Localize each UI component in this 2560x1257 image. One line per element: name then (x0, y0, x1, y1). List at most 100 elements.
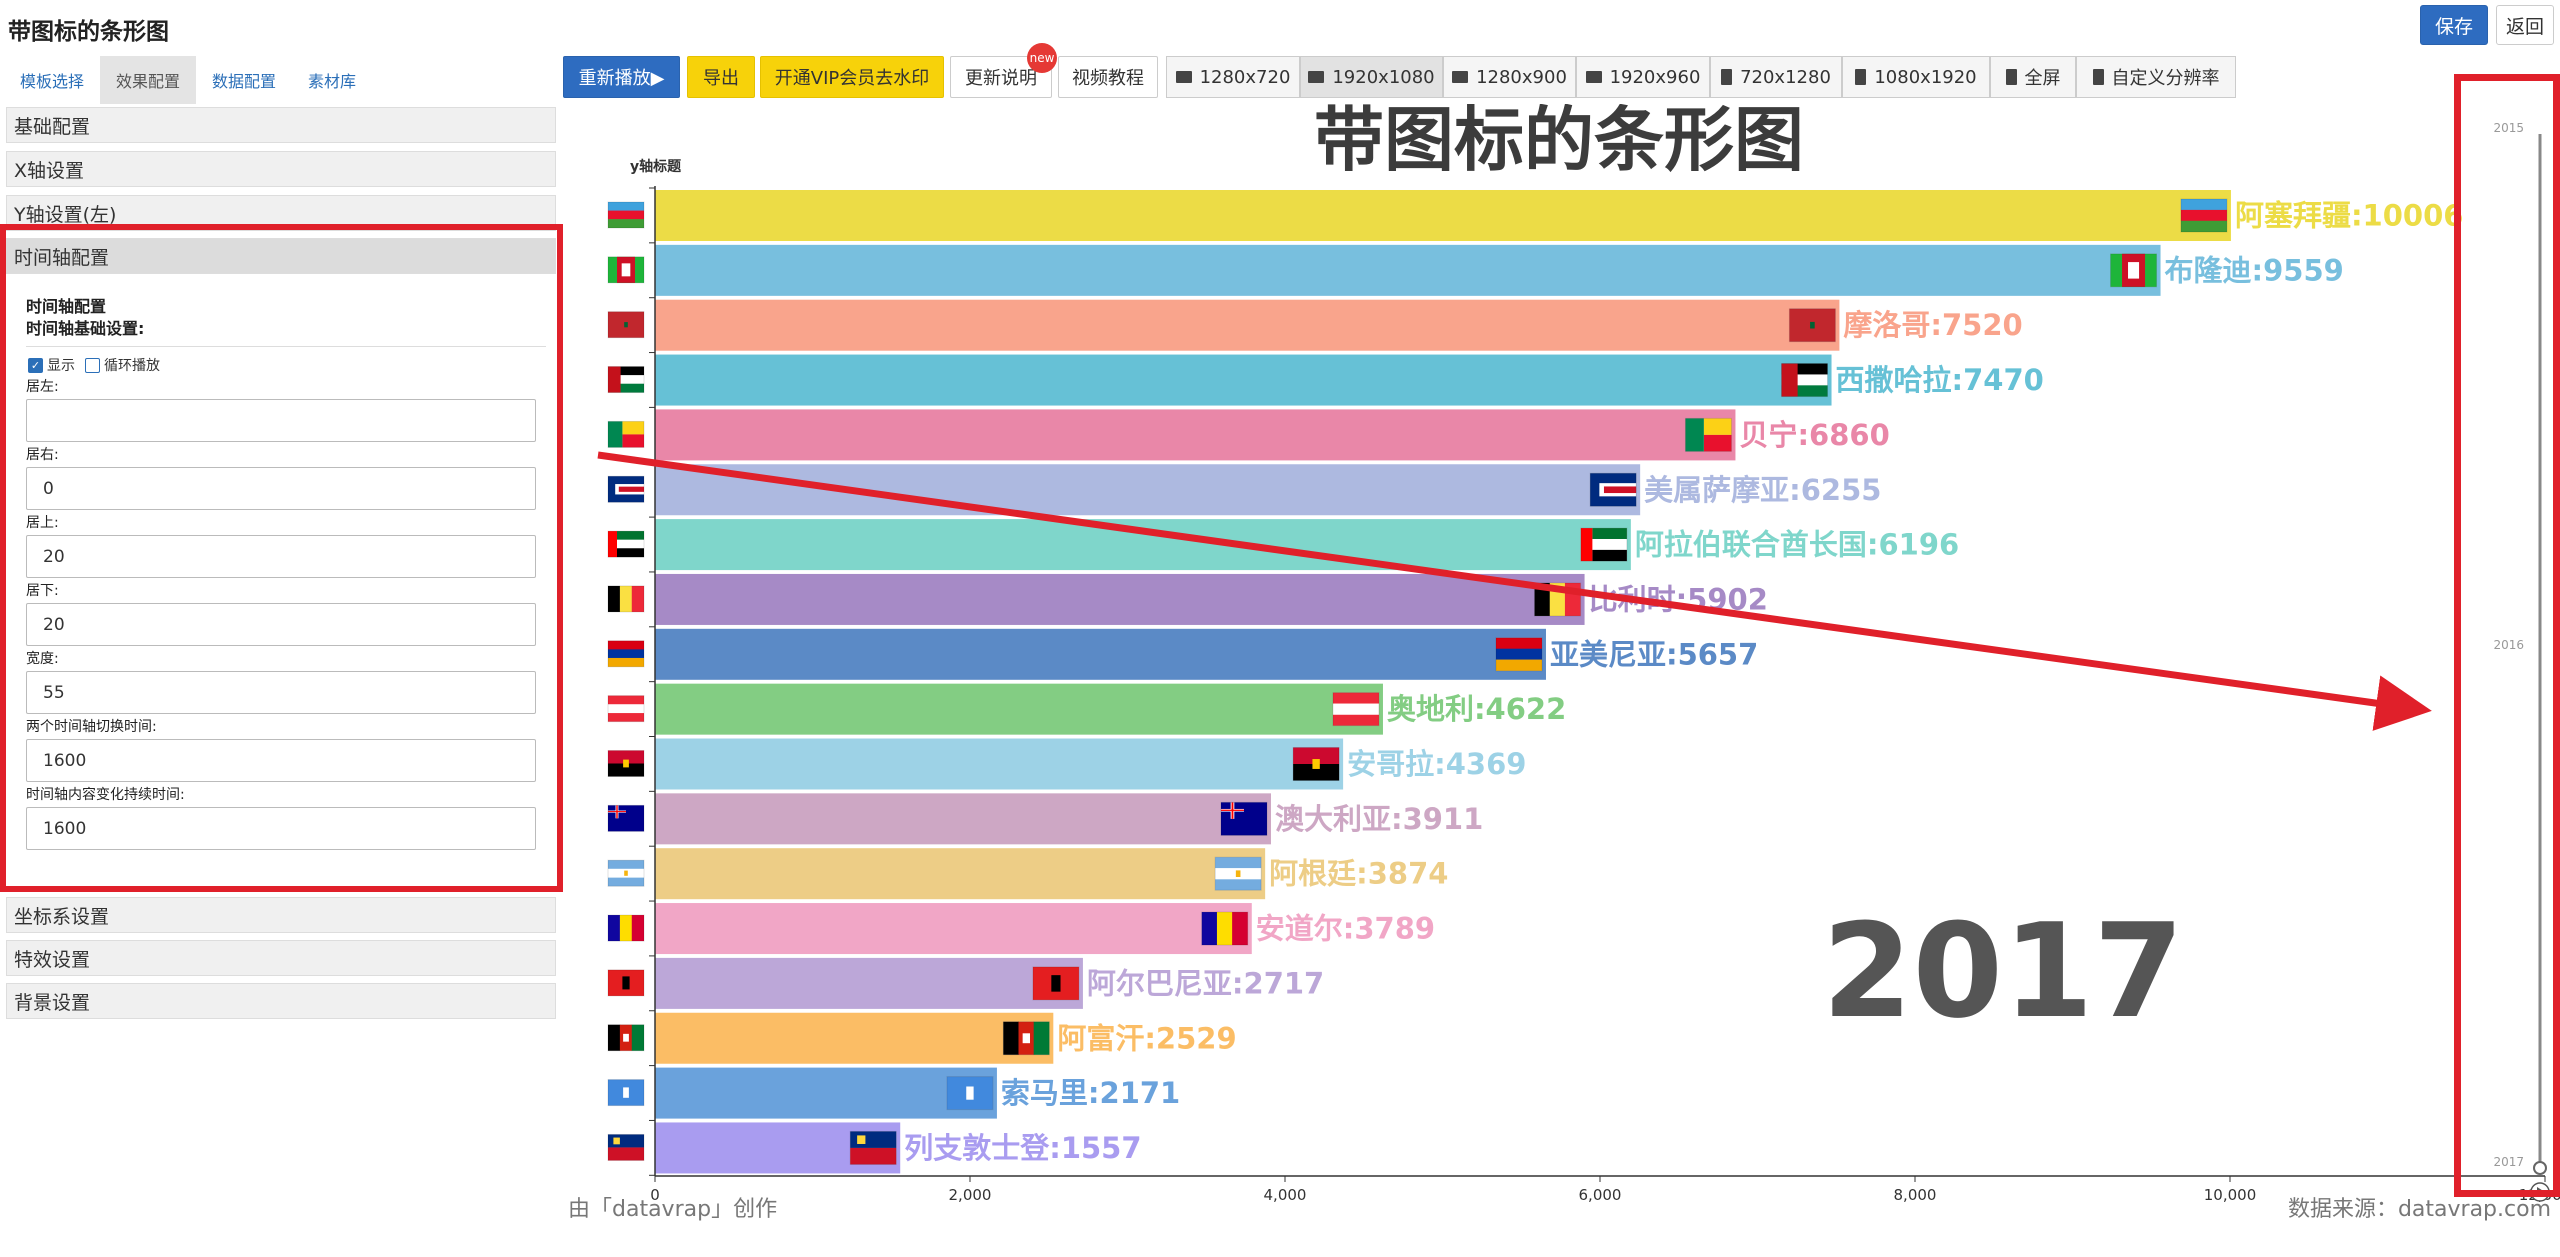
resolution-720x1280[interactable]: 720x1280 (1710, 56, 1842, 98)
resolution-label: 1920x960 (1609, 66, 1701, 88)
axis-flag-icon (607, 201, 645, 229)
bar (655, 738, 1344, 790)
export-button[interactable]: 导出 (687, 56, 755, 98)
accordion-x-axis[interactable]: X轴设置 (6, 151, 556, 187)
tab-assets[interactable]: 素材库 (308, 72, 357, 91)
axis-flag-icon (607, 420, 645, 448)
accordion-timeline[interactable]: 时间轴配置 (6, 238, 556, 274)
bar-chart: 带图标的条形图 y轴标题 2017 阿塞拜疆:10006 布隆迪:9559 摩洛哥:… (568, 104, 2560, 1222)
accordion-y-axis-left[interactable]: Y轴设置(左) (6, 195, 556, 231)
bar-row: 阿富汗:2529 (607, 1012, 1237, 1064)
resolution-1920x1080[interactable]: 1920x1080 (1300, 56, 1443, 98)
timeline-year-label[interactable]: 2016 (2493, 638, 2524, 652)
field-duration-label: 时间轴内容变化持续时间: (26, 787, 185, 803)
field-width: 宽度: 55 (14, 649, 536, 717)
bar-flag-icon (1684, 417, 1732, 452)
resolution-1280x900[interactable]: 1280x900 (1443, 56, 1576, 98)
chart-area: 带图标的条形图 y轴标题 2017 阿塞拜疆:10006 布隆迪:9559 摩洛哥:… (563, 104, 2560, 1257)
bar-value-label: 西撒哈拉:7470 (1836, 363, 2044, 397)
axis-flag-icon (607, 1133, 645, 1161)
field-right-input[interactable]: 0 (26, 467, 536, 510)
accordion-background[interactable]: 背景设置 (6, 983, 556, 1019)
footer-source: 数据来源：datavrap.com (2288, 1197, 2551, 1222)
bar-value-label: 安哥拉:4369 (1347, 747, 1526, 781)
timeline-year-label[interactable]: 2015 (2493, 121, 2524, 135)
field-left-input[interactable] (26, 399, 536, 442)
field-switch-time-input[interactable]: 1600 (26, 739, 536, 782)
field-top-input[interactable]: 20 (26, 535, 536, 578)
year-label: 2017 (1822, 895, 2184, 1047)
phone-icon (1855, 69, 1867, 85)
accordion-coordinate[interactable]: 坐标系设置 (6, 897, 556, 933)
tab-data[interactable]: 数据配置 (212, 72, 277, 91)
loop-checkbox[interactable] (85, 357, 100, 373)
custom-resolution-button[interactable]: 自定义分辨率 (2076, 56, 2236, 98)
bar-row: 安哥拉:4369 (607, 738, 1526, 790)
app-title: 带图标的条形图 (8, 19, 169, 45)
bar-flag-icon (1580, 527, 1628, 562)
bar-value-label: 阿富汗:2529 (1057, 1021, 1236, 1055)
resolution-1080x1920[interactable]: 1080x1920 (1842, 56, 1990, 98)
show-label: 显示 (47, 358, 75, 374)
axis-flag-icon (607, 530, 645, 558)
changelog-button[interactable]: 更新说明 new (950, 43, 1057, 98)
x-tick-label: 0 (650, 1186, 660, 1204)
bar (655, 244, 2161, 296)
field-width-input[interactable]: 55 (26, 671, 536, 714)
bar-value-label: 索马里:2171 (1001, 1076, 1180, 1110)
bar-row: 列支敦士登:1557 (607, 1122, 1142, 1174)
bar-value-label: 安道尔:3789 (1256, 912, 1435, 946)
resolution-1280x720[interactable]: 1280x720 (1166, 56, 1300, 98)
chart-title: 带图标的条形图 (1314, 104, 1804, 181)
fullscreen-button[interactable]: 全屏 (1990, 56, 2076, 98)
resolution-1920x960[interactable]: 1920x960 (1576, 56, 1710, 98)
accordion-effects[interactable]: 特效设置 (6, 940, 556, 976)
axis-flag-icon (607, 804, 645, 832)
bar-value-label: 布隆迪:9559 (2165, 253, 2344, 287)
tutorial-button[interactable]: 视频教程 (1058, 56, 1158, 98)
bar-flag-icon (1220, 801, 1268, 836)
show-checkbox[interactable]: ✓ (28, 357, 43, 373)
bar-flag-icon (1332, 692, 1380, 727)
timeline-handle[interactable] (2533, 1161, 2547, 1175)
field-bottom-input[interactable]: 20 (26, 603, 536, 646)
timeline: 2015 2016 2017 (2493, 121, 2550, 1202)
bar (655, 464, 1641, 516)
x-tick-label: 4,000 (1264, 1186, 1307, 1204)
bar-row: 澳大利亚:3911 (607, 793, 1483, 845)
accordion-basic[interactable]: 基础配置 (6, 107, 556, 143)
tab-template[interactable]: 模板选择 (20, 72, 85, 91)
bar (655, 409, 1736, 461)
bar (655, 519, 1631, 571)
bar-row: 阿塞拜疆:10006 (607, 190, 2464, 241)
bar-flag-icon (946, 1076, 994, 1111)
bar-value-label: 列支敦士登:1557 (904, 1131, 1141, 1165)
back-button[interactable]: 返回 (2496, 5, 2554, 45)
x-tick-label: 8,000 (1894, 1186, 1937, 1204)
timeline-year-label[interactable]: 2017 (2493, 1155, 2524, 1169)
axis-flag-icon (607, 695, 645, 723)
bar-row: 比利时:5902 (607, 573, 1768, 625)
bar-flag-icon (849, 1130, 897, 1165)
bar (655, 1012, 1054, 1064)
replay-button[interactable]: 重新播放▶ (563, 56, 680, 98)
field-duration: 时间轴内容变化持续时间: 1600 (14, 785, 536, 853)
bar-value-label: 澳大利亚:3911 (1275, 802, 1483, 836)
bar-flag-icon (1788, 308, 1836, 343)
save-button[interactable]: 保存 (2420, 5, 2488, 45)
bar-row: 贝宁:6860 (607, 409, 1890, 461)
y-axis-title: y轴标题 (630, 158, 682, 175)
axis-flag-icon (607, 366, 645, 394)
bar-value-label: 摩洛哥:7520 (1843, 308, 2022, 342)
resolution-label: 1280x720 (1199, 66, 1291, 88)
vip-button[interactable]: 开通VIP会员去水印 (760, 56, 944, 98)
bar-value-label: 贝宁:6860 (1739, 418, 1889, 452)
x-tick-label: 6,000 (1579, 1186, 1622, 1204)
resolution-label: 自定义分辨率 (2111, 68, 2220, 89)
tab-effects[interactable]: 效果配置 (100, 56, 197, 104)
field-duration-input[interactable]: 1600 (26, 807, 536, 850)
bar-value-label: 阿塞拜疆:10006 (2235, 199, 2464, 233)
loop-label: 循环播放 (104, 358, 160, 374)
bar-value-label: 美属萨摩亚:6255 (1644, 473, 1881, 507)
x-tick-label: 2,000 (949, 1186, 992, 1204)
